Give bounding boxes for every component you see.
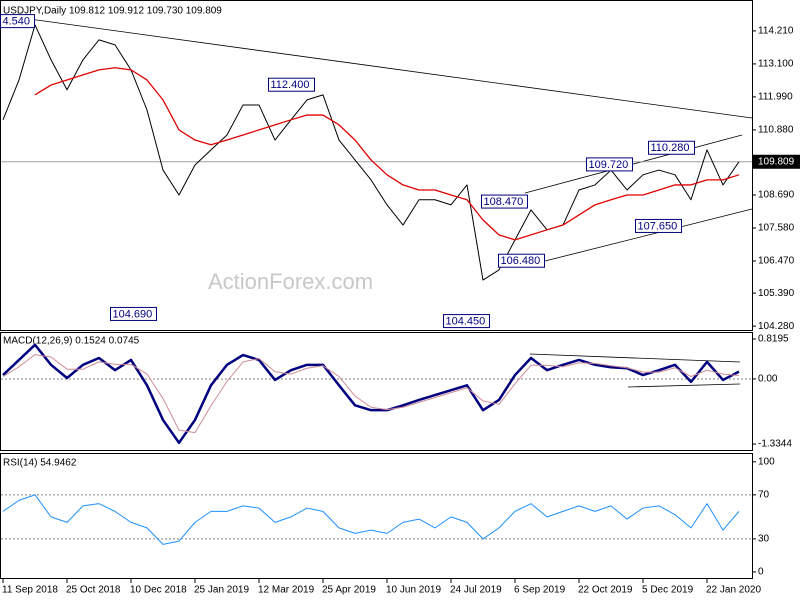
y-tick-label: 110.880 [758, 125, 794, 136]
x-tick-label: 11 Sep 2018 [2, 585, 58, 596]
series-line [2, 24, 740, 281]
y-tick-label: 108.690 [758, 190, 795, 201]
y-tick-label: 0 [758, 567, 764, 578]
annotation-label: 106.480 [501, 255, 541, 267]
y-tick-label: 100 [758, 456, 775, 467]
annotation-label: 4.540 [3, 16, 31, 28]
x-tick-label: 10 Dec 2018 [130, 585, 187, 596]
annotation-label: 104.690 [113, 308, 153, 320]
x-tick-label: 25 Jan 2019 [194, 585, 249, 596]
watermark: ActionForex.com [208, 269, 373, 294]
x-tick-label: 5 Dec 2019 [642, 585, 694, 596]
y-tick-label: -1.3344 [758, 439, 792, 450]
channel-lower [544, 208, 753, 262]
annotation-box [110, 306, 157, 321]
annotation-box [586, 157, 633, 172]
y-tick-label: 70 [758, 489, 770, 500]
macd-panel-border [0, 332, 753, 451]
annotation-label: 108.470 [484, 196, 524, 208]
x-tick-label: 6 Sep 2019 [514, 585, 566, 596]
y-tick-label: 30 [758, 534, 770, 545]
annotation-label: 109.720 [589, 159, 629, 171]
y-tick-label: 0.8195 [758, 334, 789, 345]
y-tick-label: 111.990 [758, 92, 793, 103]
rsi-title: RSI(14) 54.9462 [3, 458, 77, 469]
y-tick-label: 106.470 [758, 256, 795, 267]
price-title: USDJPY,Daily 109.812 109.912 109.730 109… [3, 6, 222, 17]
x-tick-label: 25 Oct 2018 [66, 585, 121, 596]
annotation-box [635, 218, 682, 233]
annotation-label: 107.650 [638, 220, 678, 232]
y-tick-label: 107.580 [758, 223, 795, 234]
series-line [34, 67, 740, 241]
rsi-panel-border [0, 453, 753, 579]
x-tick-label: 22 Jan 2020 [706, 585, 761, 596]
series-line [2, 354, 740, 434]
annotation-label: 104.450 [446, 315, 486, 327]
channel-upper [524, 134, 743, 194]
y-tick-label: 114.210 [758, 26, 794, 37]
annotation-box [268, 77, 315, 92]
y-tick-label: 105.390 [758, 288, 795, 299]
annotation-box [0, 14, 35, 29]
series-line [2, 494, 740, 545]
annotation-box [443, 314, 490, 329]
annotation-label: 112.400 [271, 79, 310, 91]
trendline [0, 14, 753, 119]
macd-trendline [529, 353, 741, 363]
annotation-label: 110.280 [651, 142, 690, 154]
last-price-box [753, 154, 800, 169]
macd-trendline [627, 383, 741, 388]
y-tick-label: 113.100 [758, 59, 794, 70]
annotation-box [648, 140, 695, 155]
price-panel-border [0, 0, 753, 331]
annotation-box [481, 194, 528, 209]
last-price-label: 109.809 [758, 156, 795, 167]
series-line [2, 343, 740, 445]
x-tick-label: 12 Mar 2019 [258, 585, 315, 596]
x-tick-label: 24 Jul 2019 [450, 585, 502, 596]
y-tick-label: 0.00 [758, 374, 778, 385]
x-tick-label: 10 Jun 2019 [386, 585, 441, 596]
y-tick-label: 104.280 [758, 321, 795, 332]
x-tick-label: 22 Oct 2019 [578, 585, 633, 596]
macd-title: MACD(12,26,9) 0.1524 0.0745 [3, 336, 140, 347]
annotation-box [498, 253, 545, 268]
x-tick-label: 25 Apr 2019 [322, 585, 376, 596]
